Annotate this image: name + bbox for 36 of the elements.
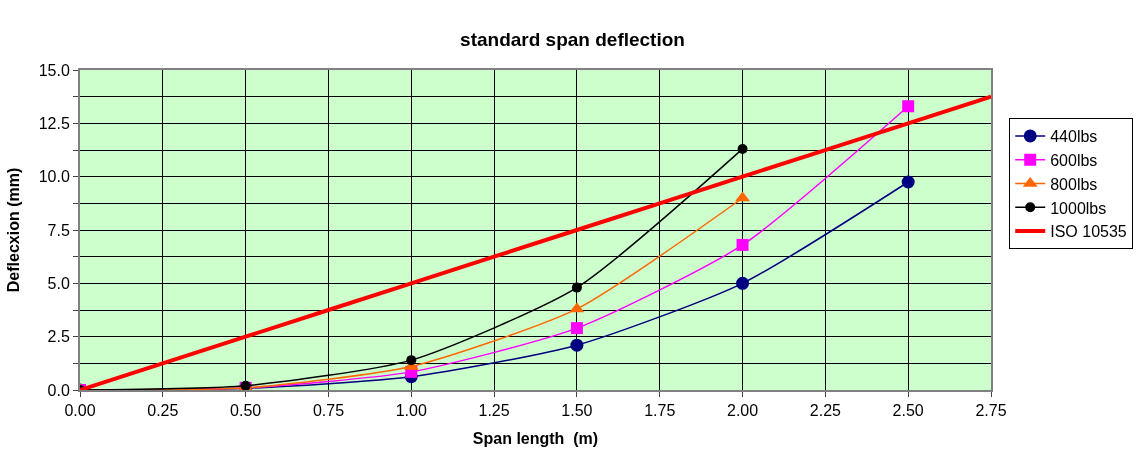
point: [736, 238, 749, 251]
point: [406, 355, 417, 366]
point: [901, 175, 915, 189]
y-tick-label: 12.5: [38, 114, 70, 132]
x-tick-label: 1.00: [395, 402, 427, 420]
legend-label: 440lbs: [1050, 128, 1098, 146]
x-tick-label: 0.00: [64, 402, 96, 420]
x-tick-label: 2.00: [726, 402, 759, 420]
y-tick-label: 7.5: [47, 221, 70, 239]
legend-label: 800lbs: [1050, 175, 1098, 193]
x-tick-label: 0.75: [312, 402, 345, 420]
x-tick-label: 1.25: [478, 402, 510, 420]
x-tick-label: 0.25: [147, 402, 179, 420]
y-tick-label: 15.0: [38, 61, 70, 79]
legend-label: 600lbs: [1050, 151, 1098, 169]
y-tick-label: 0.0: [47, 381, 70, 399]
x-tick-label: 2.50: [892, 402, 924, 420]
point: [570, 338, 584, 352]
chart-title: standard span deflection: [460, 28, 685, 50]
legend-label: 1000lbs: [1050, 199, 1107, 217]
x-tick-label: 2.25: [809, 402, 842, 420]
y-tick-label: 2.5: [47, 328, 70, 346]
y-tick-label: 10.0: [38, 168, 70, 186]
x-axis-title: Span length (m): [472, 430, 599, 448]
point: [902, 100, 915, 113]
point: [571, 282, 582, 293]
point: [736, 276, 750, 290]
y-tick-label: 5.0: [47, 274, 70, 292]
x-tick-label: 0.50: [230, 402, 262, 420]
y-axis-title: Deflecxion (mm): [5, 167, 23, 293]
x-tick-label: 1.75: [644, 402, 676, 420]
x-tick-label: 1.50: [561, 402, 593, 420]
legend-label: ISO 10535: [1050, 223, 1127, 241]
x-tick-label: 2.75: [975, 402, 1007, 420]
point: [737, 143, 748, 154]
point: [570, 322, 583, 335]
